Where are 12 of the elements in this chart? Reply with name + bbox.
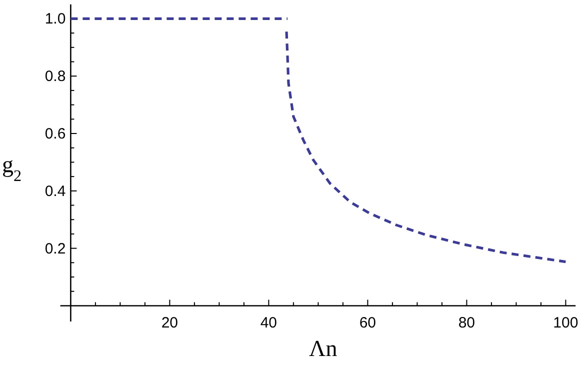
x-axis-title: Λn — [309, 336, 338, 361]
x-tick-label: 20 — [161, 314, 178, 332]
y-axis-title: g$_{2}$ — [2, 152, 22, 184]
y-tick-label: 0.8 — [44, 68, 66, 86]
y-tick-label: 0.6 — [44, 126, 66, 143]
x-tick-label: 80 — [458, 314, 476, 332]
y-tick-label: 0.4 — [44, 182, 66, 200]
x-tick-label: 40 — [260, 314, 278, 332]
y-tick-label: 0.2 — [44, 240, 66, 258]
x-tick-label: 60 — [359, 314, 376, 332]
x-tick-label: 100 — [553, 314, 578, 332]
y-tick-label: 1.0 — [44, 10, 66, 28]
